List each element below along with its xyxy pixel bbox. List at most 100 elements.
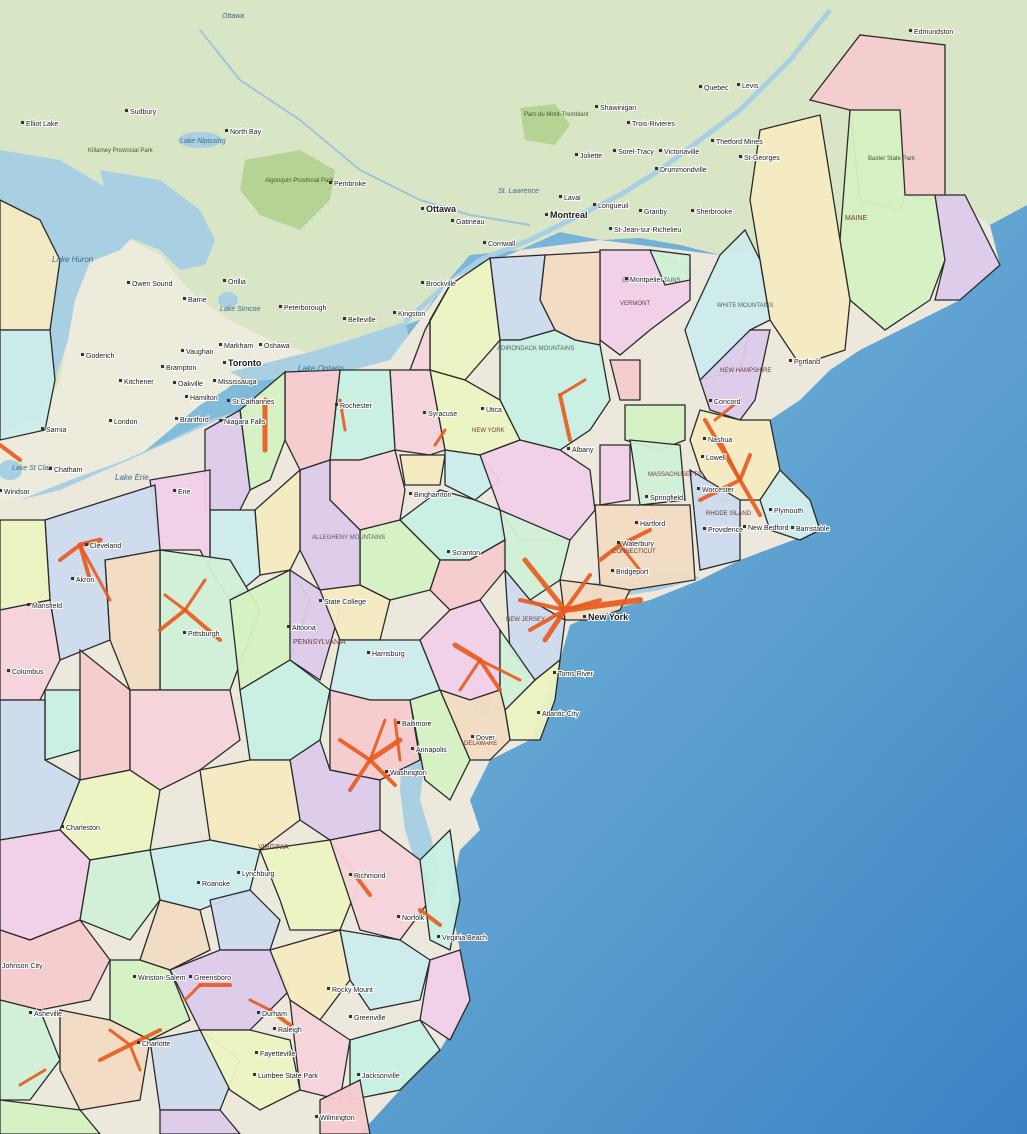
region-border[interactable] [648, 249, 691, 286]
region-border[interactable] [289, 738, 381, 841]
city-label[interactable]: Altoona [291, 624, 317, 633]
city-label[interactable]: Roanoke [201, 880, 231, 889]
city-label[interactable]: Toms River [557, 670, 595, 679]
city-label[interactable]: Portland [793, 358, 821, 367]
city-label[interactable]: Barnstable [795, 525, 831, 534]
city-label[interactable]: Rocky Mount [331, 986, 374, 995]
city-label[interactable]: Durham [261, 1010, 288, 1019]
city-label[interactable]: Sudbury [129, 108, 158, 117]
city-label[interactable]: Brockville [425, 280, 457, 289]
city-label[interactable]: Belleville [347, 316, 377, 325]
region-border[interactable] [0, 329, 56, 441]
city-label[interactable]: Windsor [3, 488, 31, 497]
city-label[interactable]: Syracuse [427, 410, 458, 419]
city-label[interactable]: Orillia [227, 278, 247, 287]
city-label[interactable]: Gatineau [455, 218, 486, 227]
city-label[interactable]: Oshawa [263, 342, 291, 351]
region-border[interactable] [399, 454, 446, 486]
region-border[interactable] [419, 949, 471, 1041]
city-label[interactable]: Trois-Rivieres [631, 120, 676, 129]
city-label[interactable]: Mississauga [217, 378, 258, 387]
city-label[interactable]: Winston-Salem [137, 974, 187, 983]
region-border[interactable] [269, 929, 351, 1021]
city-label[interactable]: Concord [713, 398, 742, 407]
city-label[interactable]: Charlotte [141, 1040, 172, 1049]
city-label[interactable]: Toronto [227, 357, 263, 369]
city-label[interactable]: Granby [643, 208, 668, 217]
city-label[interactable]: Owen Sound [131, 280, 174, 289]
city-label[interactable]: Mansfield [31, 602, 63, 611]
city-label[interactable]: Binghamton [413, 491, 452, 500]
city-label[interactable]: Peterborough [283, 304, 328, 313]
city-label[interactable]: Richmond [353, 872, 387, 881]
city-label[interactable]: Kingston [397, 310, 426, 319]
city-label[interactable]: Lynchburg [241, 870, 276, 879]
city-label[interactable]: Ottawa [425, 203, 458, 215]
city-label[interactable]: Goderich [85, 352, 116, 361]
city-label[interactable]: Albany [571, 446, 595, 455]
city-label[interactable]: St Catharines [231, 398, 276, 407]
city-label[interactable]: London [113, 418, 138, 427]
city-label[interactable]: Brampton [165, 364, 197, 373]
city-label[interactable]: Worcester [701, 486, 735, 495]
city-label[interactable]: Charleston [65, 824, 101, 833]
region-border[interactable] [0, 199, 61, 331]
city-label[interactable]: Markham [223, 342, 254, 351]
city-label[interactable]: Barrie [187, 296, 208, 305]
city-label[interactable]: Washington [389, 769, 428, 778]
city-label[interactable]: Virginia Beach [441, 934, 488, 943]
region-border[interactable] [79, 849, 161, 941]
city-label[interactable]: Montreal [549, 209, 589, 221]
city-label[interactable]: Providence [707, 526, 744, 535]
region-border[interactable] [419, 828, 461, 951]
region-border[interactable] [59, 1009, 151, 1111]
city-label[interactable]: Scranton [451, 549, 481, 558]
city-label[interactable]: Thetford Mines [715, 138, 764, 147]
region-border[interactable] [444, 449, 501, 501]
city-label[interactable]: Brantford [179, 416, 210, 425]
city-label[interactable]: Wilmington [319, 1114, 356, 1123]
city-label[interactable]: Edmundston [913, 28, 954, 37]
city-label[interactable]: Hamilton [189, 394, 219, 403]
city-label[interactable]: Sarnia [45, 426, 67, 435]
region-border[interactable] [0, 999, 61, 1101]
city-label[interactable]: Sherbrooke [695, 208, 733, 217]
region-border[interactable] [759, 468, 821, 541]
city-label[interactable]: Niagara Falls [223, 418, 267, 427]
city-label[interactable]: Levis [741, 82, 760, 91]
region-border[interactable] [429, 538, 506, 611]
city-label[interactable]: Pembroke [333, 180, 367, 189]
city-label[interactable]: Dover [475, 734, 496, 743]
city-label[interactable]: Montpelier [629, 276, 664, 285]
city-label[interactable]: Greenville [353, 1014, 387, 1023]
city-label[interactable]: Quebec [703, 84, 730, 93]
region-border[interactable] [129, 689, 241, 791]
city-label[interactable]: Greensboro [193, 974, 232, 983]
city-label[interactable]: Harrisburg [371, 650, 406, 659]
region-border[interactable] [159, 1109, 241, 1134]
city-label[interactable]: Oakville [177, 380, 204, 389]
city-label[interactable]: Cleveland [89, 542, 122, 551]
city-label[interactable]: Laval [563, 194, 582, 203]
city-label[interactable]: Vaughan [185, 348, 215, 357]
region-border[interactable] [934, 194, 1001, 301]
city-label[interactable]: Nashua [707, 436, 733, 445]
city-label[interactable]: Norfolk [401, 914, 426, 923]
region-border[interactable] [299, 459, 361, 591]
city-label[interactable]: Baltimore [401, 720, 433, 729]
city-label[interactable]: Erie [177, 488, 192, 497]
city-label[interactable]: Drummondville [659, 166, 708, 175]
city-label[interactable]: Longueuil [597, 202, 630, 211]
city-label[interactable]: Columbus [11, 668, 45, 677]
city-label[interactable]: Hartford [639, 520, 666, 529]
city-label[interactable]: Chatham [53, 466, 84, 475]
region-border[interactable] [699, 329, 771, 421]
city-label[interactable]: Akron [75, 576, 95, 585]
region-border[interactable] [339, 929, 431, 1011]
city-label[interactable]: Raleigh [277, 1026, 303, 1035]
region-border[interactable] [409, 689, 471, 802]
city-label[interactable]: Atlantic City [541, 710, 580, 719]
city-label[interactable]: Cornwall [487, 240, 517, 249]
city-label[interactable]: St-Georges [743, 154, 781, 163]
city-label[interactable]: Sorel-Tracy [617, 148, 655, 157]
